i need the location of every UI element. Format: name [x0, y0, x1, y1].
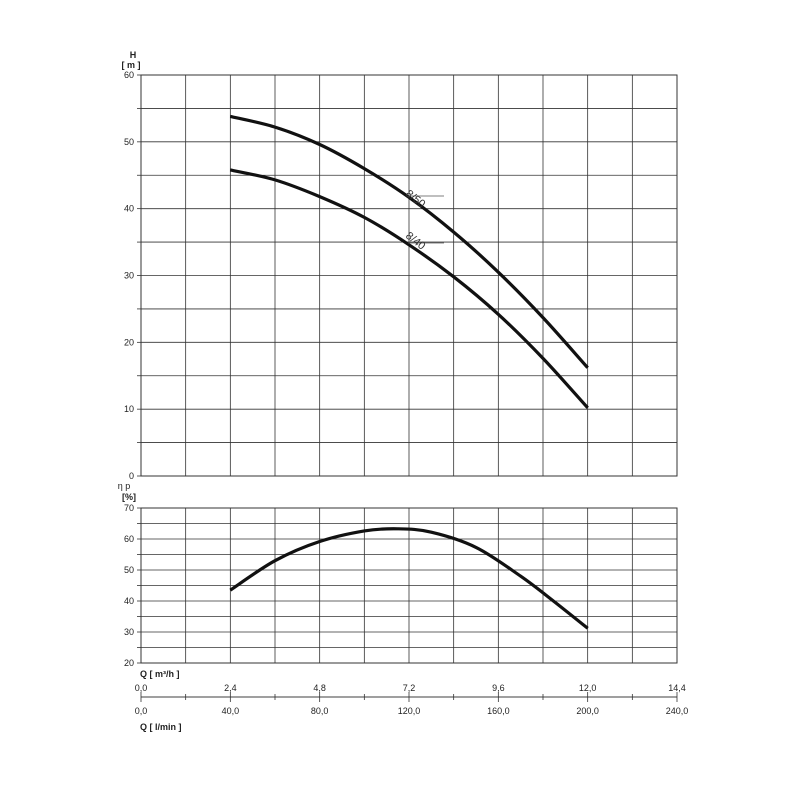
- head-y-axis-symbol: H: [130, 50, 137, 60]
- x-axis-lmin-tick-label: 200,0: [576, 706, 599, 716]
- efficiency-y-axis-unit: [%]: [122, 492, 136, 502]
- x-axis-m3h-tick-label: 2,4: [224, 683, 237, 693]
- head-y-tick-label: 0: [129, 471, 134, 481]
- efficiency-y-tick-label: 60: [124, 534, 134, 544]
- efficiency-y-tick-label: 20: [124, 658, 134, 668]
- x-axis-lmin-tick-label: 240,0: [666, 706, 689, 716]
- x-axis-lmin-tick-label: 160,0: [487, 706, 510, 716]
- head-y-axis-unit: [ m ]: [122, 60, 141, 70]
- x-axis-title-lmin: Q [ l/min ]: [140, 722, 182, 732]
- efficiency-chart-grid: [137, 507, 678, 664]
- x-axis-lmin-tick-label: 120,0: [398, 706, 421, 716]
- efficiency-y-tick-label: 40: [124, 596, 134, 606]
- x-axis-lmin: 0,0 40,0 80,0 120,0 160,0 200,0 240,0: [135, 696, 689, 716]
- efficiency-curve: [229, 527, 589, 630]
- x-axis-lmin-tick-label: 80,0: [311, 706, 329, 716]
- head-y-tick-label: 50: [124, 137, 134, 147]
- x-axis-m3h-tick-label: 7,2: [403, 683, 416, 693]
- efficiency-y-tick-label: 30: [124, 627, 134, 637]
- head-y-tick-label: 30: [124, 271, 134, 281]
- efficiency-y-tick-labels: 20 30 40 50 60 70: [124, 503, 134, 668]
- head-curves: [229, 114, 589, 409]
- head-y-tick-label: 10: [124, 404, 134, 414]
- head-y-tick-labels: 0 10 20 30 40 50 60: [124, 70, 134, 481]
- curve-8-50: [229, 114, 589, 369]
- curve-8-40: [229, 168, 589, 409]
- x-axis-m3h-tick-label: 4,8: [313, 683, 326, 693]
- efficiency-y-axis-symbol: η p: [118, 481, 131, 491]
- head-chart-grid: [137, 74, 678, 477]
- x-axis-m3h-tick-label: 9,6: [492, 683, 505, 693]
- x-axis-m3h-tick-label: 0,0: [135, 683, 148, 693]
- head-y-tick-label: 40: [124, 204, 134, 214]
- x-axis-lmin-tick-label: 0,0: [135, 706, 148, 716]
- head-y-tick-label: 60: [124, 70, 134, 80]
- efficiency-y-tick-label: 70: [124, 503, 134, 513]
- x-axis-lmin-tick-label: 40,0: [222, 706, 240, 716]
- x-axis-m3h-tick-label: 14,4: [668, 683, 686, 693]
- x-axis-m3h-tick-label: 12,0: [579, 683, 597, 693]
- x-axis-m3h: 0,0 2,4 4,8 7,2 9,6 12,0 14,4: [135, 683, 686, 698]
- efficiency-curve: [229, 527, 589, 630]
- efficiency-y-tick-label: 50: [124, 565, 134, 575]
- head-y-tick-label: 20: [124, 337, 134, 347]
- x-axis-title-m3h: Q [ m³/h ]: [140, 669, 180, 679]
